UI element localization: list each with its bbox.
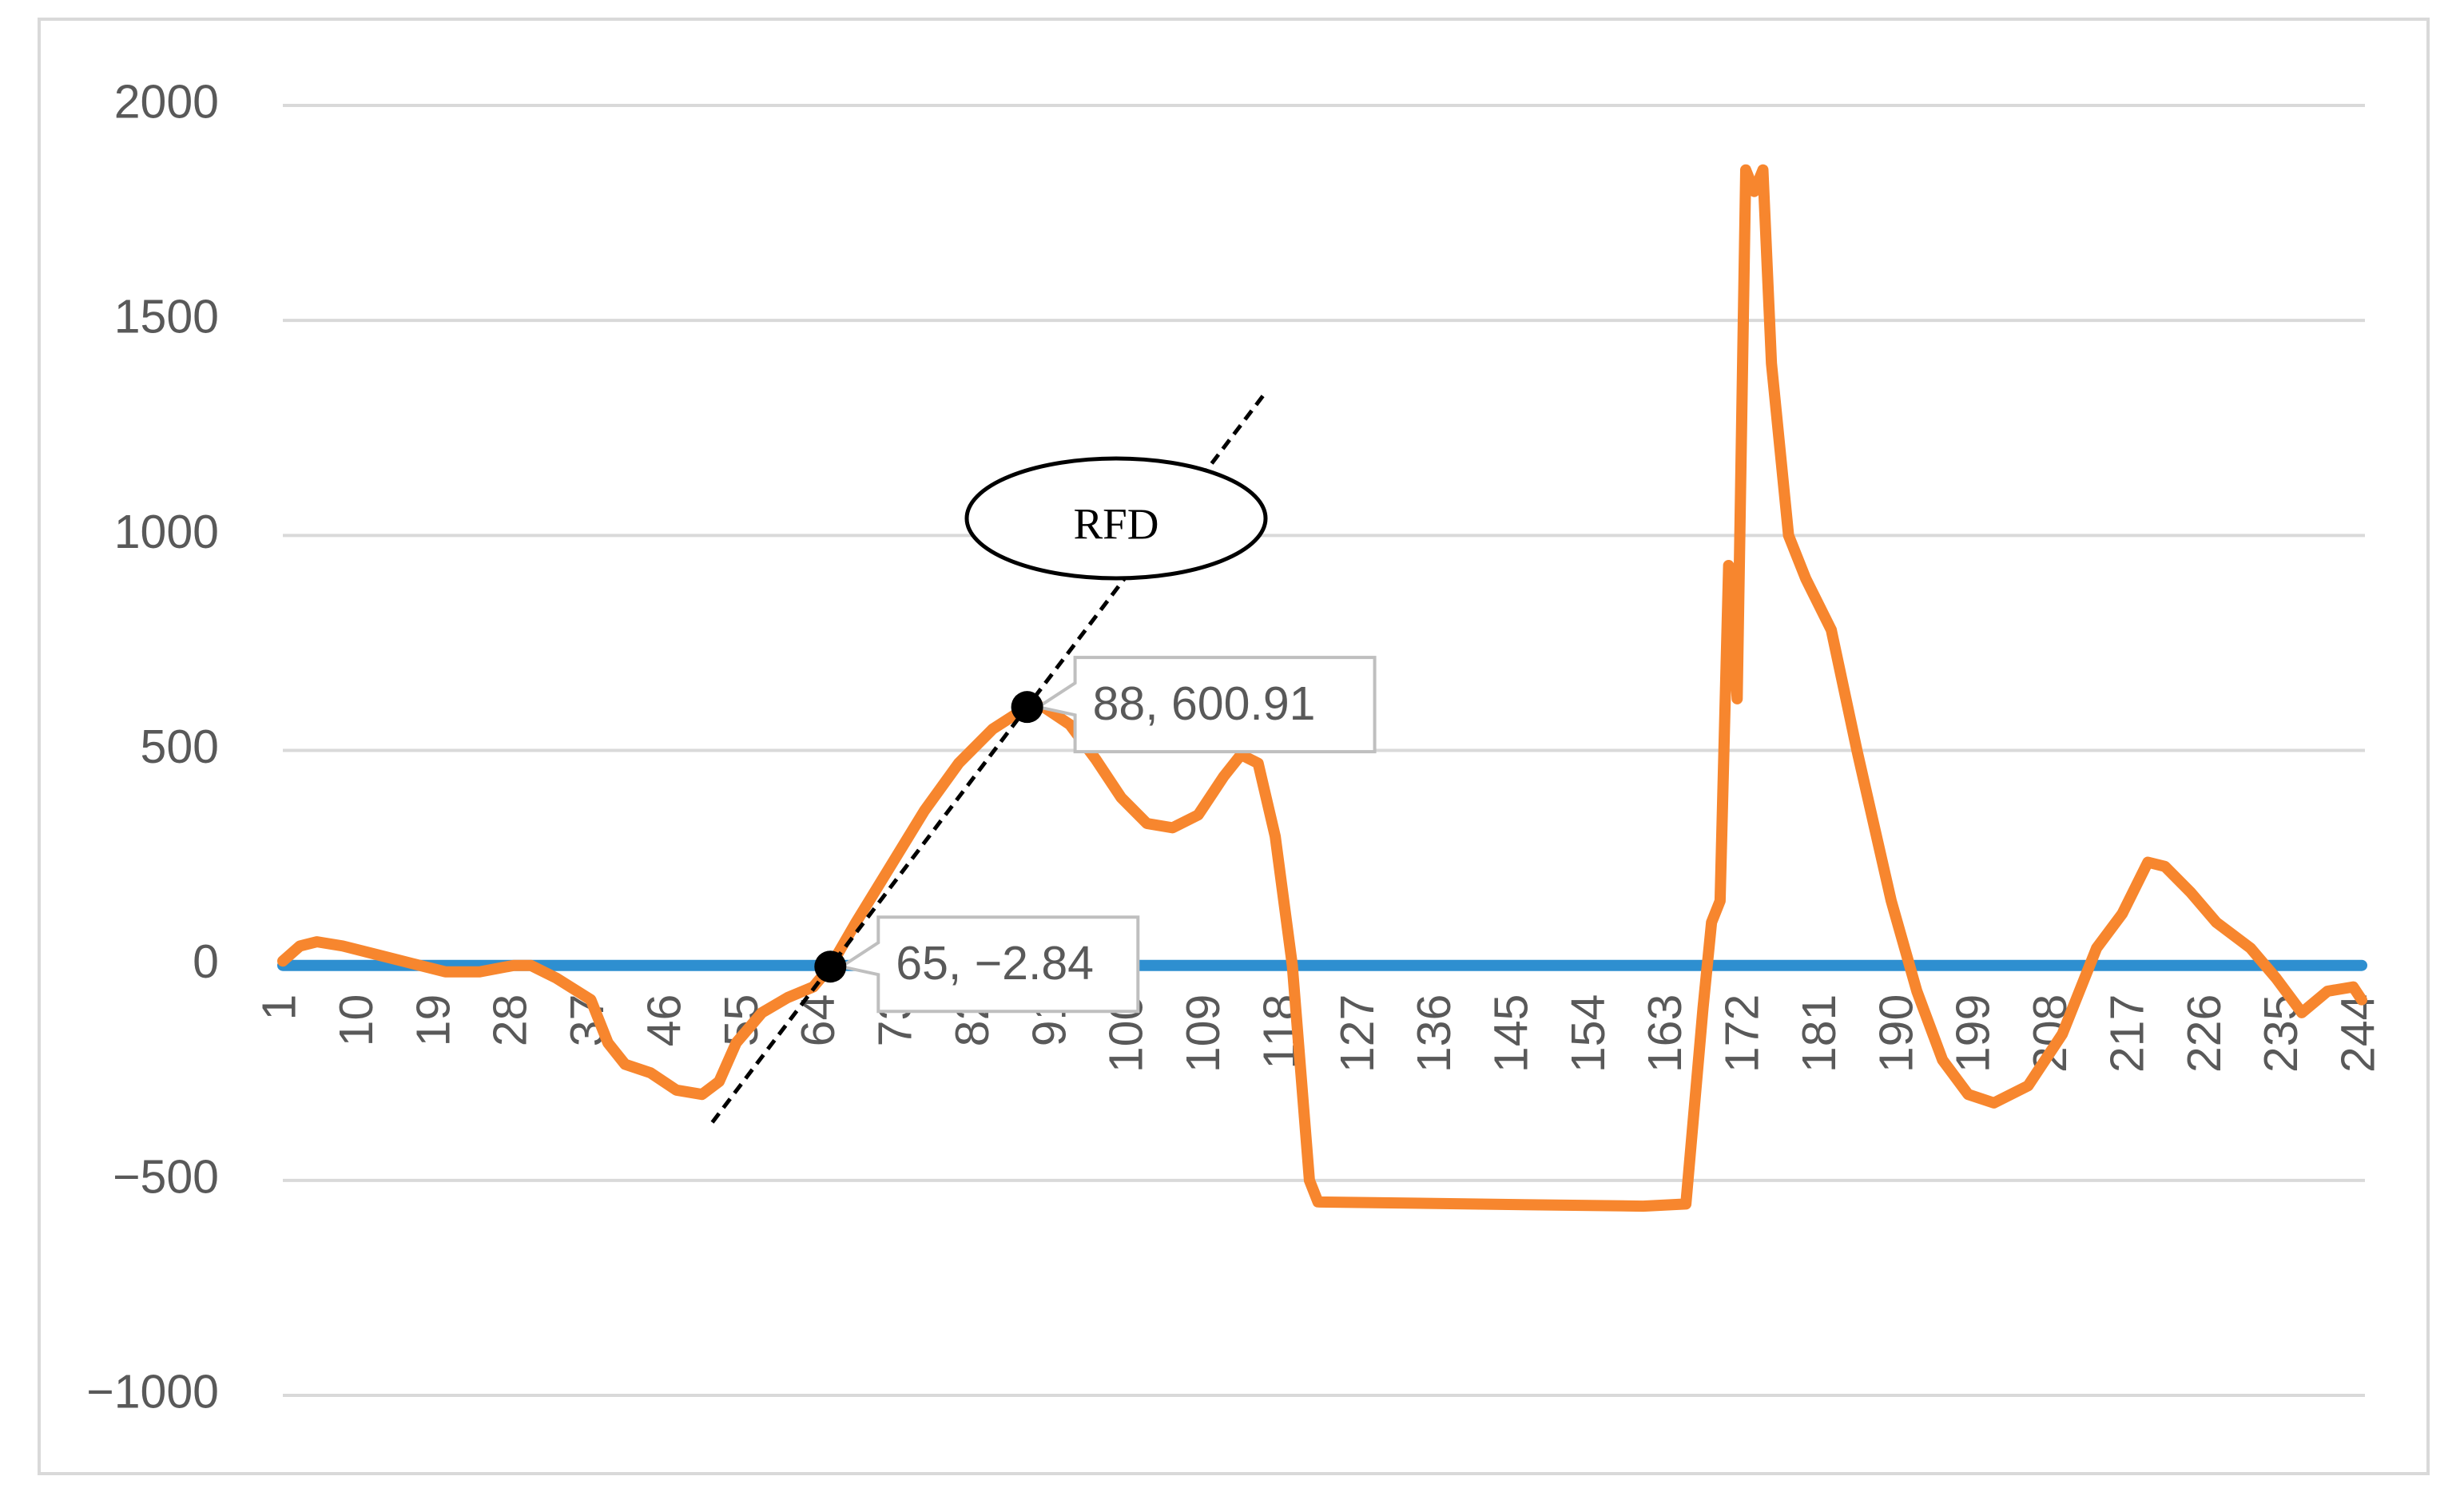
annotation-point	[1011, 691, 1043, 724]
x-tick-label: 10	[330, 994, 383, 1047]
x-tick-label: 1	[253, 994, 306, 1021]
x-tick-label: 109	[1177, 994, 1230, 1073]
y-tick-label: 1500	[114, 291, 219, 343]
series-line	[277, 164, 2367, 1212]
x-tick-label: 154	[1562, 994, 1615, 1073]
x-tick-label: 127	[1331, 994, 1384, 1073]
y-tick-label: 500	[141, 720, 219, 773]
x-tick-label: 136	[1408, 994, 1461, 1073]
x-tick-label: 28	[484, 994, 537, 1047]
rfd-ellipse	[964, 456, 1268, 581]
rfd-label: RFD	[1074, 500, 1159, 549]
x-tick-label: 226	[2178, 994, 2231, 1073]
x-tick-label: 199	[1947, 994, 2000, 1073]
x-tick-label: 163	[1639, 994, 1691, 1073]
y-tick-label: −1000	[86, 1366, 219, 1419]
x-tick-label: 172	[1716, 994, 1769, 1073]
x-tick-label: 217	[2100, 994, 2153, 1073]
callout-box	[837, 915, 1140, 1014]
y-tick-label: 1000	[114, 506, 219, 558]
callout-box	[1034, 656, 1377, 754]
x-tick-label: 244	[2332, 994, 2385, 1073]
plot-area: 88, 600.91 65, −2.84	[277, 164, 2367, 1212]
x-tick-label: 46	[638, 994, 690, 1047]
y-tick-label: −500	[113, 1150, 219, 1203]
y-tick-label: 0	[193, 935, 219, 988]
callout-label: 88, 600.91	[1093, 677, 1316, 730]
x-tick-label: 145	[1485, 994, 1538, 1073]
x-tick-label: 181	[1793, 994, 1846, 1073]
x-tick-label: 19	[407, 994, 459, 1047]
callout-label: 65, −2.84	[896, 937, 1094, 990]
x-tick-label: 190	[1870, 994, 1922, 1073]
annotation-point	[814, 950, 847, 983]
y-tick-label: 2000	[114, 76, 219, 129]
x-tick-label: 64	[792, 994, 845, 1047]
